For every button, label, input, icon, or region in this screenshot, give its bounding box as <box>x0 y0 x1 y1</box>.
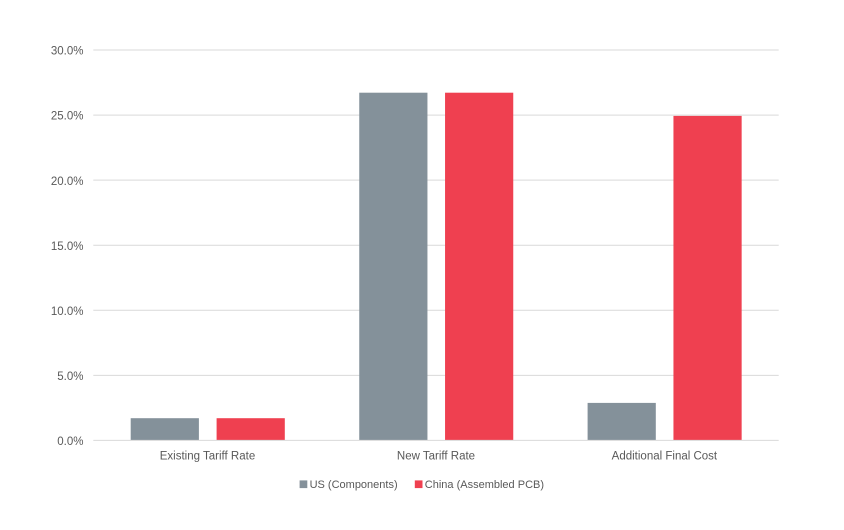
svg-text:Existing Tariff Rate: Existing Tariff Rate <box>160 450 255 462</box>
svg-text:New Tariff Rate: New Tariff Rate <box>397 450 475 462</box>
svg-text:20.0%: 20.0% <box>51 176 84 188</box>
svg-text:Additional Final Cost: Additional Final Cost <box>612 450 718 462</box>
svg-text:30.0%: 30.0% <box>51 46 84 58</box>
svg-text:0.0%: 0.0% <box>57 436 83 448</box>
svg-text:10.0%: 10.0% <box>51 306 84 318</box>
svg-text:China (Assembled PCB): China (Assembled PCB) <box>425 479 544 491</box>
svg-text:US (Components): US (Components) <box>310 479 398 491</box>
svg-text:5.0%: 5.0% <box>57 371 83 383</box>
svg-text:25.0%: 25.0% <box>51 111 84 123</box>
svg-text:15.0%: 15.0% <box>51 241 84 253</box>
